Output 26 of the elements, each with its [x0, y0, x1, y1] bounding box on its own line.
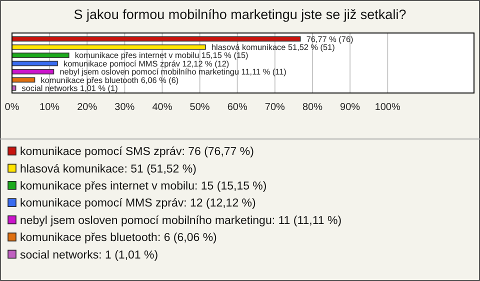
- chart-title: S jakou formou mobilního marketingu jste se již setkali?: [74, 7, 406, 22]
- x-tick-label: 50%: [190, 102, 210, 113]
- data-label: komunikace přes bluetooth 6,06 % (6): [40, 76, 179, 85]
- legend-label: komunikace pomocí SMS zpráv: 76 (76,77 %): [20, 146, 254, 158]
- x-tick-label: 60%: [227, 102, 248, 113]
- x-tick-label: 100%: [374, 102, 401, 113]
- data-label: social networks 1,01 % (1): [22, 84, 118, 93]
- legend-label: komunikace přes internet v mobilu: 15 (15,15 %): [20, 180, 267, 193]
- data-label: komunikace pomocí MMS zpráv 12,12 % (12): [64, 59, 230, 68]
- legend-label: social networks: 1 (1,01 %): [20, 249, 158, 262]
- x-tick-label: 20%: [77, 102, 98, 113]
- x-tick-label: 10%: [40, 102, 60, 113]
- data-label: 76,77 % (76): [306, 34, 354, 44]
- x-tick-label: 70%: [264, 102, 286, 113]
- data-label: komunikace přes internet v mobilu 15,15 % (15): [74, 51, 249, 60]
- data-label: nebyl jsem osloven pomocí mobilního marketingu 11,11 % (11): [60, 68, 287, 77]
- x-tick-label: 90%: [340, 102, 360, 113]
- x-tick-label: 80%: [302, 102, 323, 113]
- x-tick-label: 40%: [152, 102, 172, 113]
- legend-label: nebyl jsem osloven pomocí mobilního marketingu: 11 (11,11 %): [20, 214, 342, 227]
- legend-label: komunikace pomocí MMS zpráv: 12 (12,12 %): [20, 198, 256, 210]
- data-label: hlasová komunikace 51,52 % (51): [212, 42, 336, 52]
- legend-label: hlasová komunikace: 51 (51,52 %): [20, 163, 197, 176]
- legend-label: komunikace přes bluetooth: 6 (6,06 %): [20, 232, 218, 244]
- x-tick-label: 30%: [114, 102, 135, 113]
- x-tick-label: 0%: [4, 102, 20, 113]
